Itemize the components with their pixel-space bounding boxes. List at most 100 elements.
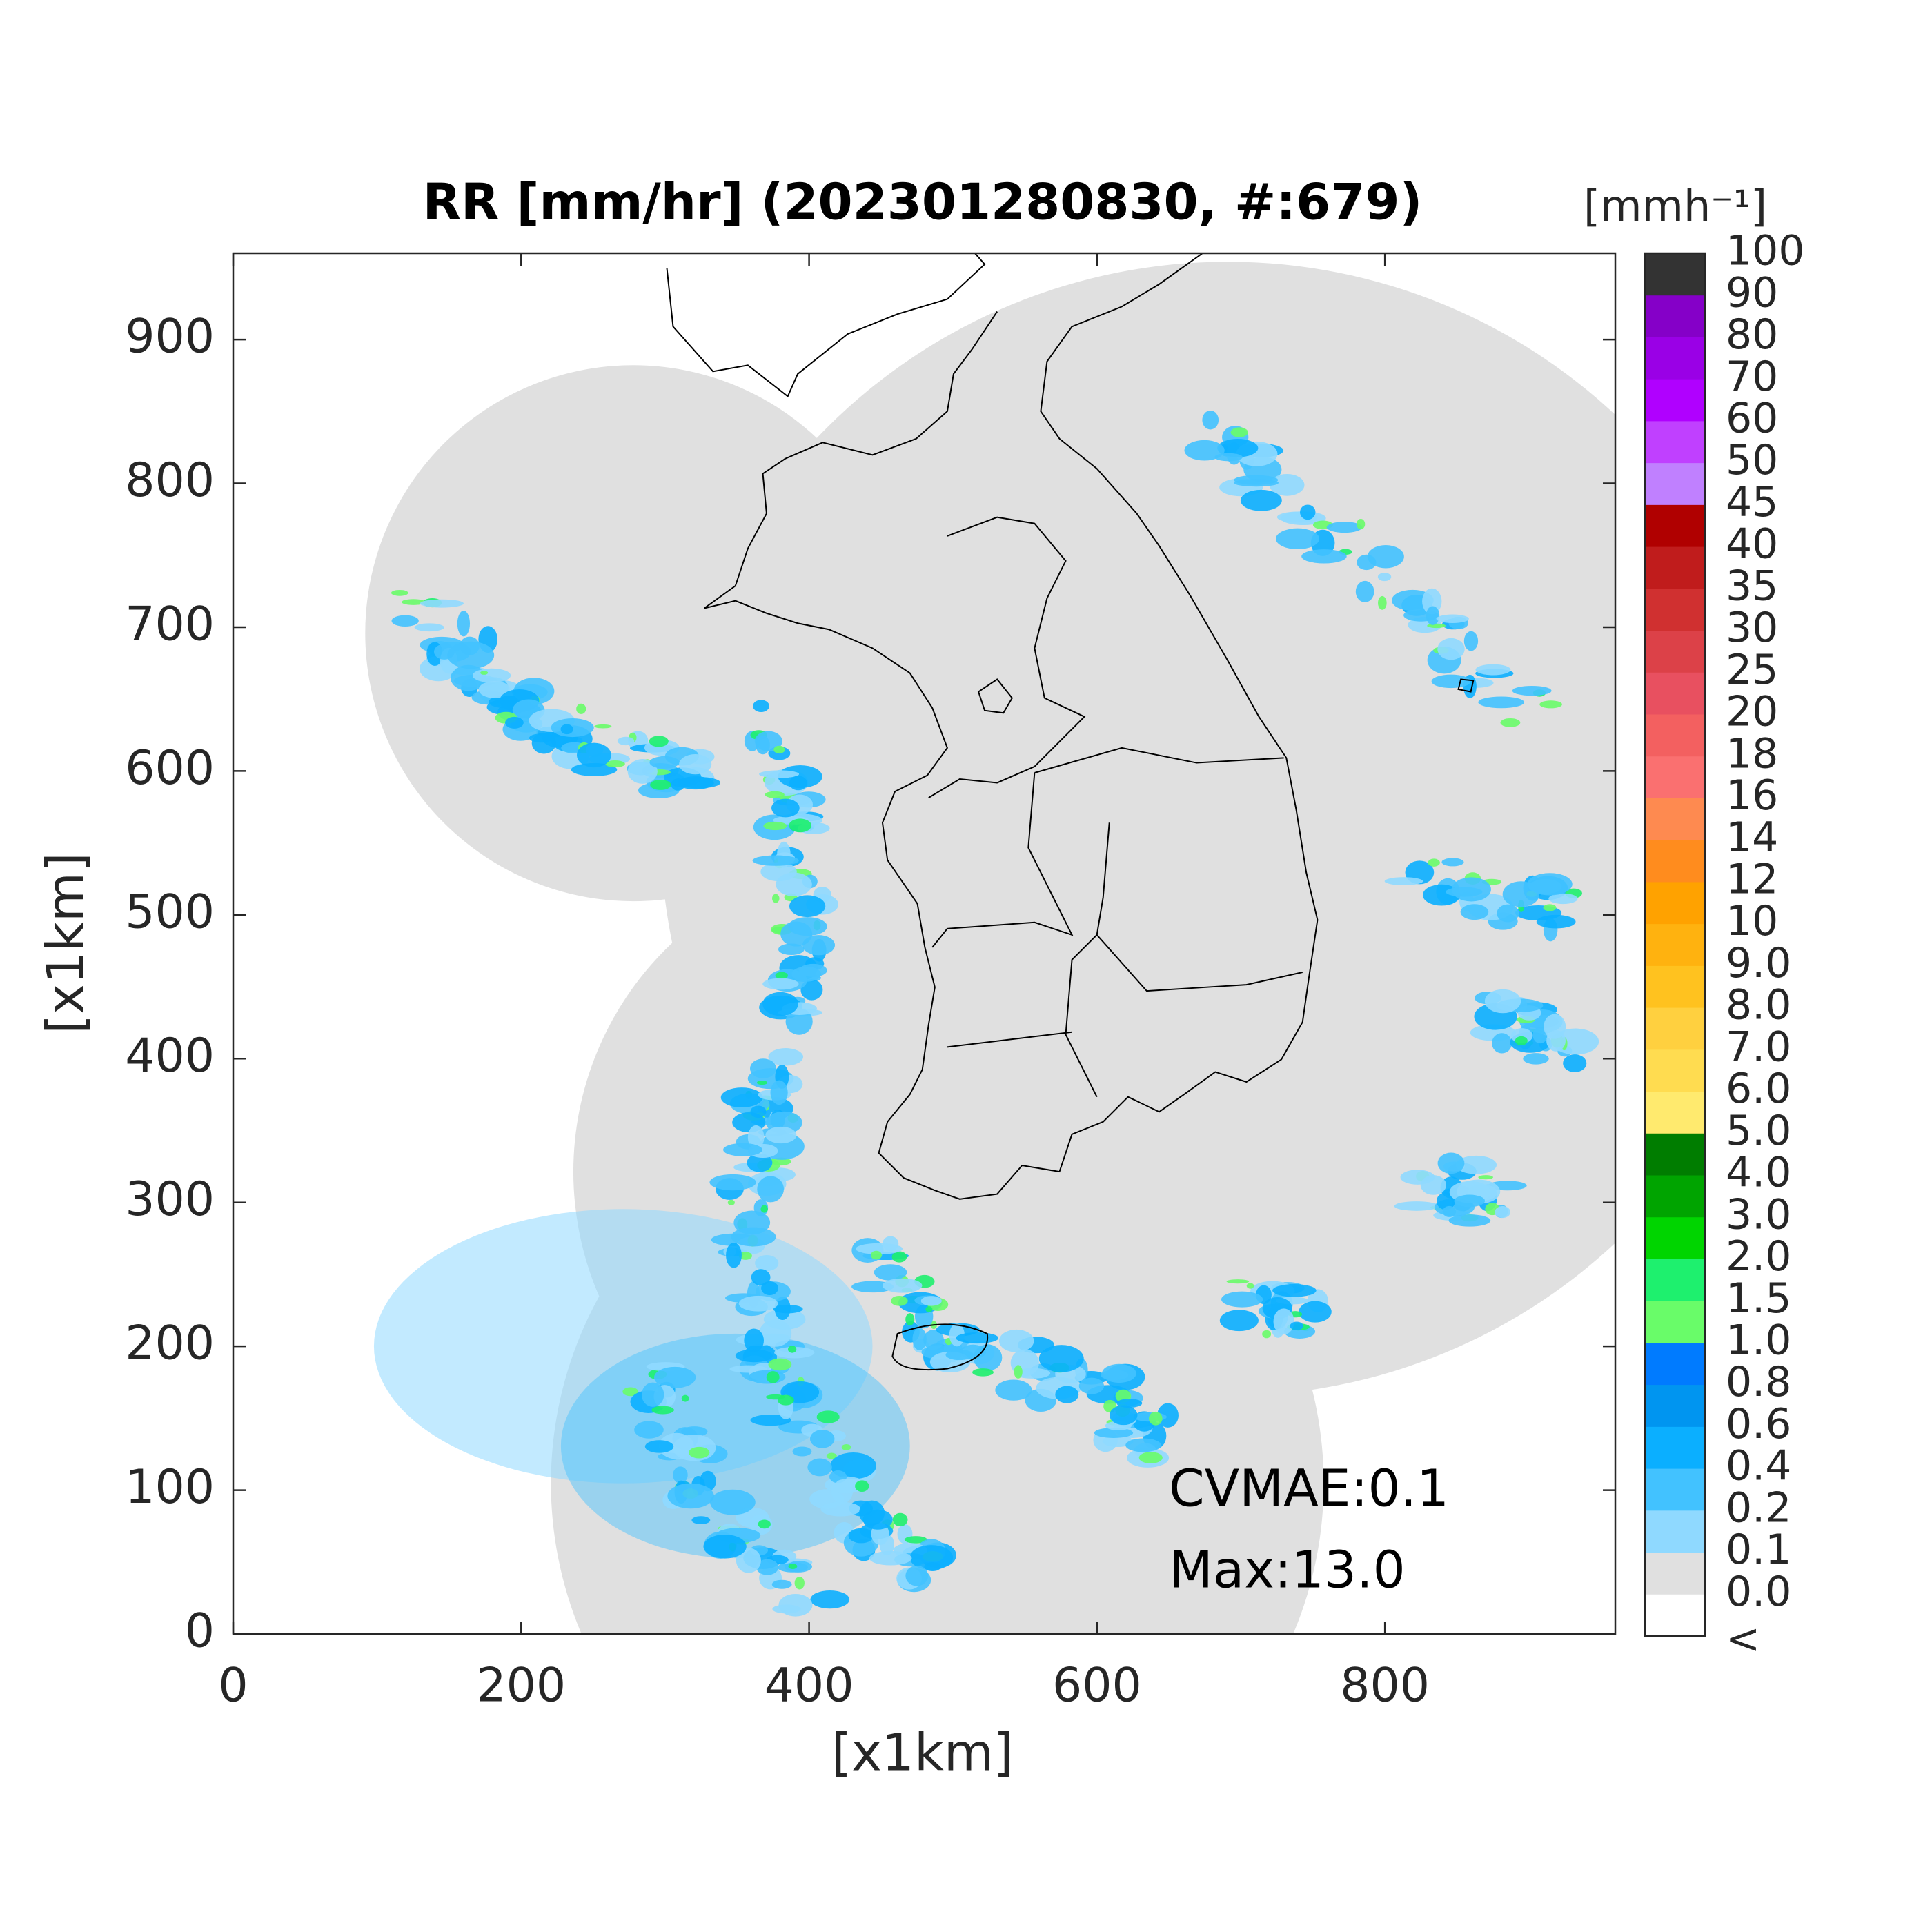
rain-cell <box>1422 588 1442 615</box>
rain-cell <box>755 1255 779 1272</box>
colorbar-segment <box>1645 756 1705 798</box>
rain-cell <box>1539 700 1562 709</box>
rain-cell <box>778 1593 813 1617</box>
rain-cell <box>414 623 444 632</box>
rain-cell <box>870 1250 883 1260</box>
rain-cell <box>836 1479 858 1488</box>
colorbar-segment <box>1645 420 1705 464</box>
rain-cell <box>772 894 780 903</box>
colorbar-tick-label: 2.0 <box>1726 1232 1791 1281</box>
rain-cell <box>622 1387 639 1397</box>
colorbar-segment <box>1645 1133 1705 1176</box>
rain-cell <box>1563 1054 1587 1072</box>
colorbar-segment <box>1645 881 1705 925</box>
rain-cell <box>802 935 836 956</box>
colorbar-tick-label: 4.0 <box>1726 1149 1791 1197</box>
rain-cell <box>756 1559 779 1575</box>
rain-cell <box>892 1512 908 1527</box>
colorbar-segment <box>1645 546 1705 589</box>
rain-cell <box>1262 1330 1272 1339</box>
rain-cell <box>1428 858 1440 867</box>
rain-cell <box>391 589 408 596</box>
rain-cell <box>762 978 799 990</box>
rain-cell <box>809 1429 835 1448</box>
colorbar-segment <box>1645 504 1705 547</box>
rain-cell <box>1500 718 1521 727</box>
rain-cell <box>1442 1205 1457 1217</box>
rain-cell <box>1454 1194 1486 1208</box>
colorbar-segment <box>1645 1552 1705 1595</box>
rain-cell <box>1299 1301 1332 1323</box>
rain-cell <box>679 754 712 775</box>
rain-cell <box>1478 696 1525 709</box>
rain-cell <box>1548 893 1578 905</box>
rain-cell <box>789 776 808 791</box>
rain-cell <box>1532 1027 1548 1044</box>
colorbar-segment <box>1645 295 1705 337</box>
rain-cell <box>923 1330 944 1350</box>
rain-cell <box>594 724 612 729</box>
rain-area <box>373 1209 873 1483</box>
rain-cell <box>731 1227 776 1247</box>
rain-cell <box>644 1440 674 1453</box>
rain-cell <box>765 791 785 798</box>
rain-cell <box>891 1251 907 1263</box>
colorbar-tick-label: 90 <box>1726 268 1778 317</box>
rain-cell <box>747 1125 765 1150</box>
rain-cell <box>972 1368 994 1377</box>
colorbar-segment <box>1645 1426 1705 1469</box>
rain-cell <box>738 1252 752 1260</box>
y-axis-label: [x1km] <box>37 852 96 1034</box>
y-tick-label: 200 <box>125 1317 215 1371</box>
rain-cell <box>1497 904 1519 923</box>
x-tick-label: 800 <box>1340 1659 1430 1713</box>
rain-cell <box>738 1295 778 1312</box>
rain-cell <box>736 1548 761 1573</box>
rain-cell <box>826 1452 837 1459</box>
rain-cell <box>681 1394 689 1402</box>
colorbar-tick-label: 0.8 <box>1726 1358 1791 1406</box>
rain-cell <box>778 943 805 955</box>
rain-cell <box>753 700 769 713</box>
rain-cell <box>1492 1033 1512 1054</box>
colorbar-segment <box>1645 1468 1705 1511</box>
rain-cell <box>749 1058 777 1078</box>
rain-cell <box>634 1421 664 1439</box>
rain-cell <box>756 1333 791 1342</box>
rain-cell <box>1246 1283 1254 1289</box>
colorbar-tick-label: 6.0 <box>1726 1065 1791 1113</box>
rain-cell <box>1290 1321 1303 1330</box>
colorbar-tick-label: 60 <box>1726 395 1778 443</box>
rain-cell <box>480 671 489 675</box>
colorbar-tick-label: 14 <box>1726 814 1778 862</box>
rain-cell <box>1484 989 1521 1014</box>
colorbar-tick-label: 80 <box>1726 310 1778 359</box>
colorbar-tick-label: 0.0 <box>1726 1568 1791 1616</box>
rain-cell <box>771 1579 792 1589</box>
colorbar-segment <box>1645 588 1705 631</box>
rain-cell <box>1110 1405 1138 1426</box>
colorbar-tick-label: 10 <box>1726 897 1778 945</box>
rain-cell <box>1230 427 1248 437</box>
rain-cell <box>1356 519 1366 530</box>
colorbar-segment <box>1645 1510 1705 1553</box>
rain-cell <box>1094 1428 1134 1438</box>
rain-cell <box>402 599 426 605</box>
rain-cell <box>723 1143 762 1156</box>
rain-cell <box>1377 573 1392 582</box>
plot-frame <box>232 252 1617 1635</box>
colorbar-segment <box>1645 923 1705 966</box>
rain-cell <box>1269 473 1305 496</box>
rain-cell <box>785 1008 813 1035</box>
rain-cell <box>956 1332 999 1344</box>
colorbar-tick-label: 18 <box>1726 729 1778 778</box>
rain-cell <box>794 1577 805 1590</box>
rain-cell <box>673 1466 688 1483</box>
rain-cell <box>1437 1152 1465 1174</box>
rain-cell <box>757 1176 785 1203</box>
colorbar-segment <box>1645 1007 1705 1050</box>
rain-cell <box>1536 914 1576 929</box>
colorbar-tick-label: 7.0 <box>1726 1023 1791 1071</box>
rain-cell <box>1078 1377 1105 1394</box>
rain-cell <box>391 615 419 627</box>
